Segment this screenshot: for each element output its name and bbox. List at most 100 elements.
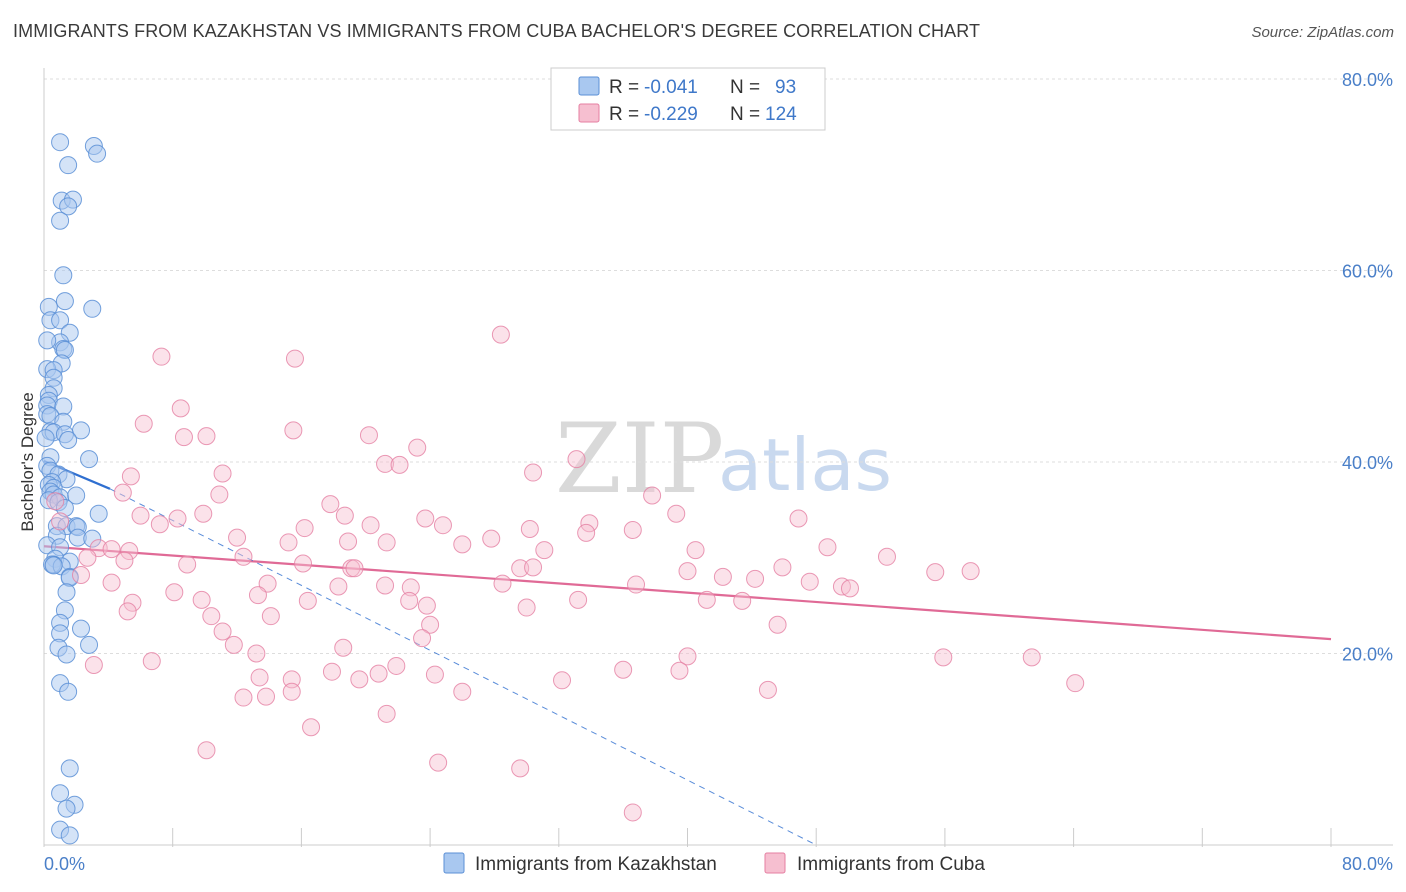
cuba-point <box>400 591 419 610</box>
cuba-point <box>118 602 137 621</box>
cuba-point <box>282 682 301 701</box>
kazakhstan-point <box>59 156 78 175</box>
cuba-point <box>493 574 512 593</box>
cuba-point <box>567 450 586 469</box>
cuba-point <box>926 563 945 582</box>
cuba-point <box>192 590 211 609</box>
cuba-point <box>168 509 187 528</box>
cuba-point <box>553 671 572 690</box>
cuba-point <box>517 598 536 617</box>
source-label: Source: ZipAtlas.com <box>1251 24 1394 41</box>
kazakhstan-point <box>59 430 78 449</box>
cuba-point <box>174 428 193 447</box>
cuba-point <box>359 426 378 445</box>
cuba-trend-line <box>43 545 1332 641</box>
cuba-point <box>524 463 543 482</box>
cuba-point <box>667 504 686 523</box>
legend-r-label-kazakhstan: R = <box>609 77 639 98</box>
kazakhstan-point <box>80 450 99 469</box>
cuba-point <box>228 528 247 547</box>
cuba-point <box>322 662 341 681</box>
y-tick-label: 80.0% <box>1342 70 1393 90</box>
y-tick-label: 20.0% <box>1342 645 1393 665</box>
cuba-point <box>134 414 153 433</box>
bottom-legend-label-kazakhstan: Immigrants from Kazakhstan <box>475 854 717 875</box>
cuba-point <box>491 325 510 344</box>
kazakhstan-point <box>59 682 78 701</box>
legend-n-label-cuba: N = <box>730 104 760 125</box>
cuba-point <box>416 509 435 528</box>
cuba-point <box>213 464 232 483</box>
cuba-point <box>697 590 716 609</box>
cuba-point <box>152 347 171 366</box>
cuba-point <box>377 704 396 723</box>
cuba-point <box>758 680 777 699</box>
cuba-point <box>934 648 953 667</box>
cuba-point <box>623 803 642 822</box>
cuba-point <box>453 682 472 701</box>
kazakhstan-point <box>60 759 79 778</box>
cuba-point <box>329 577 348 596</box>
cuba-point <box>818 538 837 557</box>
legend-r-value-cuba: -0.229 <box>644 104 698 125</box>
cuba-point <box>247 644 266 663</box>
bottom-legend-label-cuba: Immigrants from Cuba <box>797 854 985 875</box>
cuba-point <box>670 661 689 680</box>
cuba-point <box>345 559 364 578</box>
cuba-point <box>46 492 65 511</box>
kazakhstan-point <box>83 529 102 548</box>
cuba-point <box>224 635 243 654</box>
cuba-point <box>248 586 267 605</box>
kazakhstan-point <box>89 504 108 523</box>
cuba-point <box>1066 674 1085 693</box>
kazakhstan-points <box>36 133 108 845</box>
cuba-point <box>284 421 303 440</box>
cuba-point <box>131 506 150 525</box>
cuba-point <box>387 656 406 675</box>
cuba-point <box>643 486 662 505</box>
legend-r-label-cuba: R = <box>609 104 639 125</box>
cuba-point <box>433 516 452 535</box>
cuba-point <box>377 533 396 552</box>
cuba-point <box>294 554 313 573</box>
cuba-point <box>121 467 140 486</box>
kazakhstan-point <box>38 331 57 350</box>
cuba-point <box>746 569 765 588</box>
cuba-point <box>733 591 752 610</box>
legend-n-value-kazakhstan: 93 <box>775 77 796 98</box>
cuba-point <box>165 583 184 602</box>
cuba-point <box>569 590 588 609</box>
cuba-point <box>768 615 787 634</box>
cuba-point <box>520 520 539 539</box>
cuba-point <box>678 647 697 666</box>
cuba-point <box>257 687 276 706</box>
cuba-point <box>401 578 420 597</box>
cuba-point <box>840 579 859 598</box>
cuba-point <box>142 652 161 671</box>
legend-n-label-kazakhstan: N = <box>730 77 760 98</box>
legend-r-value-kazakhstan: -0.041 <box>644 77 698 98</box>
cuba-point <box>120 542 139 561</box>
kazakhstan-point <box>55 498 74 517</box>
cuba-point <box>800 572 819 591</box>
cuba-point <box>302 718 321 737</box>
kazakhstan-point <box>88 144 107 163</box>
series-legend: Immigrants from Kazakhstan Immigrants fr… <box>443 852 985 875</box>
cuba-point <box>376 454 395 473</box>
cuba-point <box>234 688 253 707</box>
cuba-point <box>877 547 896 566</box>
kazakhstan-point <box>59 197 78 216</box>
cuba-point <box>202 607 221 626</box>
cuba-point <box>577 523 596 542</box>
cuba-point <box>102 540 121 559</box>
kazakhstan-point <box>60 826 79 845</box>
bottom-legend-swatch-cuba <box>764 852 786 874</box>
gridlines <box>44 78 1393 654</box>
cuba-point <box>335 506 354 525</box>
y-axis-label: Bachelor's Degree <box>18 392 37 531</box>
kazakhstan-point <box>54 266 73 285</box>
cuba-point <box>178 555 197 574</box>
x-tick-label-min: 0.0% <box>44 854 85 874</box>
cuba-point <box>1022 648 1041 667</box>
